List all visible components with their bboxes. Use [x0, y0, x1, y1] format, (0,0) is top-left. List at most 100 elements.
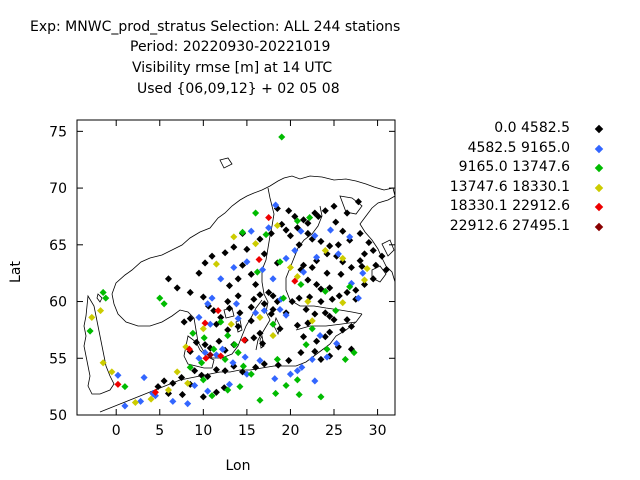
data-point-series-3: [339, 299, 347, 307]
data-point-series-2: [272, 389, 280, 397]
data-point-series-0: [192, 338, 200, 346]
data-point-series-0: [259, 339, 267, 348]
legend-marker: [594, 124, 604, 134]
data-point-series-1: [252, 309, 260, 317]
data-point-series-0: [343, 316, 351, 324]
data-point-series-2: [189, 329, 197, 337]
data-point-series-3: [360, 276, 369, 284]
data-point-series-0: [337, 270, 345, 278]
data-point-series-0: [293, 321, 301, 329]
data-point-series-2: [208, 392, 216, 400]
data-point-series-2: [256, 396, 264, 404]
data-point-series-4: [151, 388, 159, 396]
data-point-series-2: [269, 320, 277, 328]
data-point-series-1: [204, 387, 212, 395]
y-axis-label: Lat: [8, 261, 24, 283]
data-point-series-1: [208, 294, 216, 302]
data-point-series-1: [311, 232, 319, 240]
data-point-series-0: [323, 269, 331, 277]
data-point-series-1: [326, 226, 335, 234]
data-point-series-2: [121, 383, 129, 391]
data-point-series-0: [234, 275, 242, 283]
data-point-series-3: [308, 317, 316, 325]
data-point-series-0: [326, 328, 334, 336]
data-point-series-0: [256, 329, 264, 337]
data-point-series-0: [369, 275, 377, 283]
data-point-series-0: [204, 372, 212, 380]
data-point-series-2: [247, 370, 255, 378]
data-point-series-0: [230, 243, 238, 251]
data-point-series-0: [282, 226, 290, 234]
data-point-series-2: [317, 393, 325, 401]
data-point-series-0: [334, 241, 342, 249]
data-point-series-0: [343, 288, 351, 296]
data-point-series-0: [285, 207, 293, 215]
data-point-series-0: [269, 292, 277, 300]
data-point-series-0: [215, 337, 223, 345]
data-points: [86, 133, 390, 410]
data-point-series-0: [343, 209, 351, 217]
data-point-series-0: [330, 202, 338, 210]
legend-entry: 18330.1 22912.6: [420, 198, 640, 218]
data-point-series-4: [291, 277, 299, 285]
data-point-series-2: [239, 362, 247, 370]
chart-title-line-2: Period: 20220930-20221019: [130, 39, 331, 55]
data-point-series-0: [199, 393, 207, 401]
legend-marker: [594, 202, 604, 212]
data-point-series-1: [195, 354, 203, 362]
data-point-series-2: [186, 363, 194, 371]
data-point-series-0: [164, 275, 173, 283]
data-point-series-1: [234, 315, 242, 323]
data-point-series-0: [178, 374, 186, 382]
data-point-series-2: [350, 349, 358, 357]
data-point-series-1: [140, 374, 148, 382]
legend-label: 4582.5 9165.0: [467, 139, 570, 156]
legend-marker: [594, 144, 604, 153]
data-point-series-0: [313, 337, 321, 345]
data-point-series-0: [212, 366, 220, 374]
data-point-series-0: [252, 280, 260, 289]
data-point-series-1: [265, 224, 273, 232]
data-point-series-0: [169, 379, 177, 387]
data-point-series-1: [269, 275, 277, 283]
data-point-series-4: [201, 319, 209, 327]
data-point-series-0: [304, 276, 312, 284]
data-point-series-0: [250, 334, 258, 342]
data-point-series-0: [191, 367, 199, 375]
data-point-series-1: [218, 345, 227, 353]
data-point-series-1: [201, 349, 209, 357]
legend-label: 18330.1 22912.6: [449, 198, 570, 214]
data-point-series-1: [308, 355, 316, 363]
data-point-series-0: [360, 280, 369, 289]
data-point-series-2: [297, 280, 305, 289]
legend-entry: 22912.6 27495.1: [420, 218, 640, 238]
legend-label: 0.0 4582.5: [494, 120, 570, 136]
data-point-series-0: [217, 313, 225, 321]
data-point-series-3: [99, 359, 107, 367]
x-tick-label: 15: [238, 423, 256, 439]
data-point-series-0: [365, 239, 373, 247]
data-point-series-1: [333, 339, 341, 348]
data-point-series-1: [282, 311, 290, 319]
data-point-series-1: [184, 400, 192, 408]
chart-title-line-4: Used {06,09,12} + 02 05 08: [137, 81, 340, 97]
data-point-series-2: [323, 345, 331, 353]
legend-marker: [594, 183, 604, 192]
data-point-series-2: [198, 359, 206, 367]
data-point-series-3: [252, 240, 260, 248]
x-tick-label: 20: [282, 423, 300, 439]
data-point-series-1: [286, 370, 294, 378]
data-point-series-0: [286, 232, 294, 240]
data-point-series-0: [256, 235, 264, 243]
data-point-series-2: [308, 325, 316, 333]
data-point-series-0: [358, 262, 366, 270]
data-point-series-2: [282, 381, 290, 390]
data-point-series-0: [326, 312, 334, 320]
data-point-series-2: [200, 334, 208, 342]
plot-axes: 0 5 10 15 20 25 30 50 55 60 65 70 75: [49, 119, 396, 439]
data-point-series-0: [225, 282, 234, 290]
data-point-series-0: [238, 261, 247, 269]
data-point-series-3: [304, 298, 312, 306]
data-point-series-1: [204, 300, 212, 308]
